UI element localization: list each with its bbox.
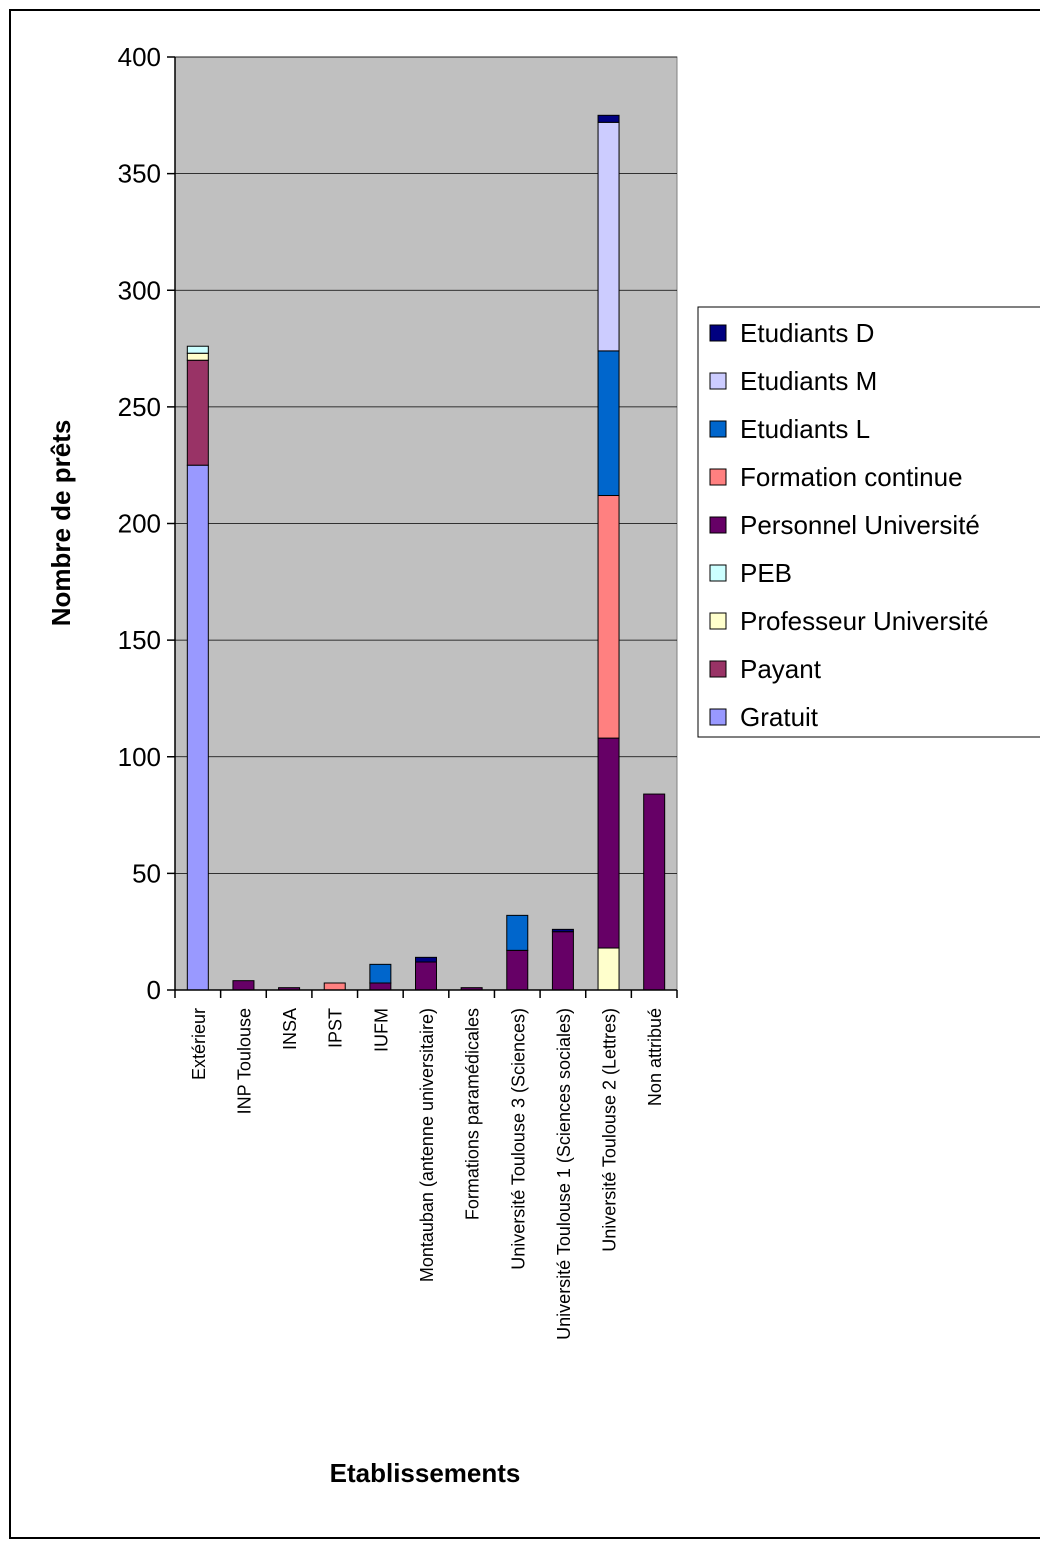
legend-swatch [709,372,727,390]
bar-segment [186,345,209,354]
x-tick-label: Montauban (antenne universitaire) [417,1008,437,1282]
bar-segment [551,928,574,933]
bar-segment [369,963,392,984]
x-tick-label: Extérieur [189,1008,209,1080]
bar-segment [369,982,392,991]
x-tick-label: Université Toulouse 2 (Lettres) [600,1008,620,1252]
legend-swatch [709,660,727,678]
bar-segment [506,949,529,991]
bar-segment [597,350,620,497]
bars [186,114,666,991]
legend-label: Etudiants M [740,366,877,396]
legend-swatch [709,564,727,582]
legend-swatch [709,324,727,342]
x-tick-label: Université Toulouse 1 (Sciences sociales… [554,1008,574,1340]
x-axis-ticks: Extérieur INP Toulouse INSA IPST IUFM Montaub… [174,990,678,1340]
legend-swatch [709,612,727,630]
legend: Etudiants D Etudiants M Etudiants L Formati… [697,306,1040,738]
y-axis-ticks: 0 50 100 150 200 250 300 350 400 [118,42,175,1005]
legend-swatch [709,708,727,726]
legend-label: Professeur Université [740,606,989,636]
bar-segment [597,737,620,949]
legend-label: Formation continue [740,462,963,492]
y-tick-label: 250 [118,392,161,422]
x-axis-title: Etablissements [330,1458,521,1488]
bar-segment [186,352,209,361]
y-tick-label: 200 [118,509,161,539]
x-tick-label: Formations paramédicales [463,1008,483,1220]
legend-swatch [709,468,727,486]
bar-segment [597,947,620,991]
x-tick-label: Université Toulouse 3 (Sciences) [508,1008,528,1270]
y-tick-label: 50 [132,858,161,888]
x-tick-label: Non attribué [645,1008,665,1106]
y-axis-title: Nombre de prêts [46,420,76,627]
legend-label: Payant [740,654,822,684]
y-tick-label: 350 [118,159,161,189]
legend-label: Gratuit [740,702,819,732]
y-tick-label: 300 [118,275,161,305]
x-tick-label: INSA [280,1008,300,1050]
legend-label: Personnel Université [740,510,980,540]
bar-segment [186,464,209,991]
y-tick-label: 100 [118,742,161,772]
bar-segment [506,914,529,951]
bar-segment [323,982,346,991]
bar-segment [551,931,574,991]
bar-segment [232,980,255,991]
bar-segment [415,956,437,963]
legend-swatch [709,420,727,438]
legend-swatch [709,516,727,534]
y-tick-label: 0 [147,975,161,1005]
gridlines [175,56,677,874]
legend-box [697,306,1040,738]
bar-segment [597,121,620,352]
legend-label: Etudiants D [740,318,874,348]
y-tick-label: 400 [118,42,161,72]
legend-label: Etudiants L [740,414,870,444]
legend-label: PEB [740,558,792,588]
bar-segment [186,359,209,466]
x-tick-label: IPST [326,1008,346,1048]
bar-segment [415,961,437,991]
x-tick-label: INP Toulouse [234,1008,254,1114]
bar-segment [597,495,620,739]
bar-segment [597,114,620,123]
x-tick-label: IUFM [371,1008,391,1052]
bar-segment [643,793,666,991]
y-tick-label: 150 [118,625,161,655]
